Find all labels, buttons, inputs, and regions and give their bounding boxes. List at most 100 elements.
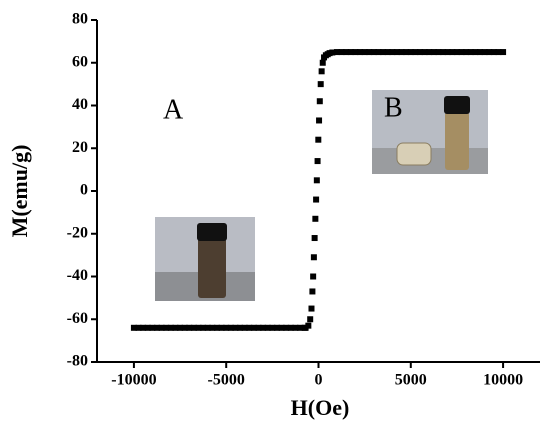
data-point — [375, 49, 382, 56]
data-point — [314, 158, 321, 165]
data-point — [384, 49, 391, 56]
data-point — [264, 324, 271, 331]
data-point — [329, 49, 336, 56]
data-point — [269, 324, 276, 331]
data-point — [319, 59, 326, 66]
data-point — [213, 324, 220, 331]
data-point — [352, 49, 359, 56]
y-tick-label: 20 — [72, 139, 88, 156]
data-point — [486, 49, 493, 56]
data-point — [333, 49, 340, 56]
x-tick-label: 0 — [315, 372, 323, 389]
inset-photo-a — [155, 217, 255, 301]
data-point — [140, 324, 147, 331]
x-tick-label: 5000 — [395, 372, 427, 389]
y-tick-label: -20 — [67, 224, 88, 241]
data-point — [308, 305, 315, 312]
data-point — [204, 324, 211, 331]
data-point — [153, 324, 160, 331]
data-point — [190, 324, 197, 331]
x-tick-label: 10000 — [483, 372, 523, 389]
y-tick-label: 60 — [72, 53, 88, 70]
data-point — [421, 49, 428, 56]
data-point — [426, 49, 433, 56]
data-point — [144, 324, 151, 331]
data-point — [250, 324, 257, 331]
data-point — [398, 49, 405, 56]
data-point — [135, 324, 142, 331]
data-point — [218, 324, 225, 331]
y-tick-label: -40 — [67, 267, 88, 284]
annotation: B — [384, 92, 403, 123]
y-tick-label: 0 — [80, 182, 88, 199]
data-point — [292, 324, 299, 331]
y-tick-label: 40 — [72, 96, 88, 113]
x-tick-label: -10000 — [111, 372, 156, 389]
data-point — [430, 49, 437, 56]
data-point — [172, 324, 179, 331]
data-point — [310, 254, 317, 261]
data-point — [500, 49, 507, 56]
data-point — [305, 322, 312, 329]
data-point — [315, 136, 322, 143]
data-point — [312, 215, 319, 222]
data-point — [237, 324, 244, 331]
data-point — [283, 324, 290, 331]
data-point — [307, 316, 314, 323]
data-point — [453, 49, 460, 56]
data-point — [357, 49, 364, 56]
inset-photo-b — [372, 90, 488, 174]
data-point — [412, 49, 419, 56]
y-tick-label: 80 — [72, 11, 88, 28]
data-point — [177, 324, 184, 331]
data-point — [316, 98, 323, 105]
data-point — [463, 49, 470, 56]
data-point — [370, 49, 377, 56]
data-point — [200, 324, 207, 331]
data-point — [380, 49, 387, 56]
data-point — [241, 324, 248, 331]
data-point — [149, 324, 156, 331]
data-point — [316, 117, 323, 124]
data-point — [417, 49, 424, 56]
data-point — [347, 49, 354, 56]
data-point — [310, 273, 317, 280]
data-point — [130, 324, 137, 331]
data-point — [186, 324, 193, 331]
x-axis-label: H(Oe) — [291, 395, 350, 420]
data-point — [313, 196, 320, 203]
data-point — [393, 49, 400, 56]
data-point — [407, 49, 414, 56]
data-point — [444, 49, 451, 56]
data-point — [163, 324, 170, 331]
data-point — [255, 324, 262, 331]
y-tick-label: -80 — [67, 353, 88, 370]
data-point — [458, 49, 465, 56]
data-point — [495, 49, 502, 56]
y-axis-label: M(emu/g) — [7, 145, 32, 238]
data-point — [195, 324, 202, 331]
data-point — [343, 49, 350, 56]
data-point — [297, 324, 304, 331]
data-point — [317, 81, 324, 88]
data-point — [158, 324, 165, 331]
data-point — [227, 324, 234, 331]
data-point — [311, 235, 318, 242]
data-point — [318, 68, 325, 75]
data-point — [287, 324, 294, 331]
x-tick-label: -5000 — [208, 372, 245, 389]
data-point — [273, 324, 280, 331]
data-point — [246, 324, 253, 331]
data-point — [403, 49, 410, 56]
data-point — [232, 324, 239, 331]
data-point — [313, 177, 320, 184]
data-point — [167, 324, 174, 331]
data-point — [361, 49, 368, 56]
data-point — [467, 49, 474, 56]
data-point — [260, 324, 267, 331]
annotation: A — [163, 94, 184, 125]
y-tick-label: -60 — [67, 310, 88, 327]
data-point — [472, 49, 479, 56]
